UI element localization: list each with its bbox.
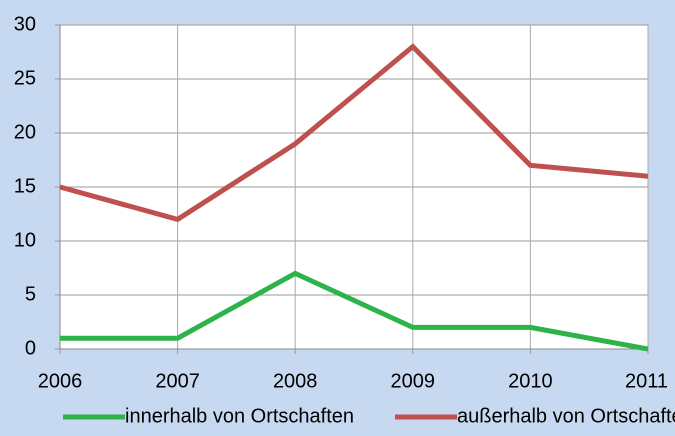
x-tick-label: 2008 <box>273 370 318 392</box>
legend-label: außerhalb von Ortschaften <box>457 405 675 427</box>
y-tick-label: 0 <box>25 337 36 359</box>
x-tick-label: 2011 <box>625 370 668 392</box>
y-tick-label: 30 <box>14 13 36 35</box>
y-tick-label: 15 <box>14 175 36 197</box>
y-tick-label: 25 <box>14 67 36 89</box>
x-tick-label: 2010 <box>508 370 553 392</box>
y-tick-label: 20 <box>14 121 36 143</box>
x-tick-label: 2007 <box>155 370 200 392</box>
line <box>59 43 649 223</box>
line <box>60 270 649 352</box>
y-tick-label: 10 <box>14 229 36 251</box>
legend-label: innerhalb von Ortschaften <box>125 405 354 427</box>
x-tick-label: 2006 <box>38 370 83 392</box>
y-tick-label: 5 <box>25 283 36 305</box>
x-tick-label: 2009 <box>391 370 436 392</box>
